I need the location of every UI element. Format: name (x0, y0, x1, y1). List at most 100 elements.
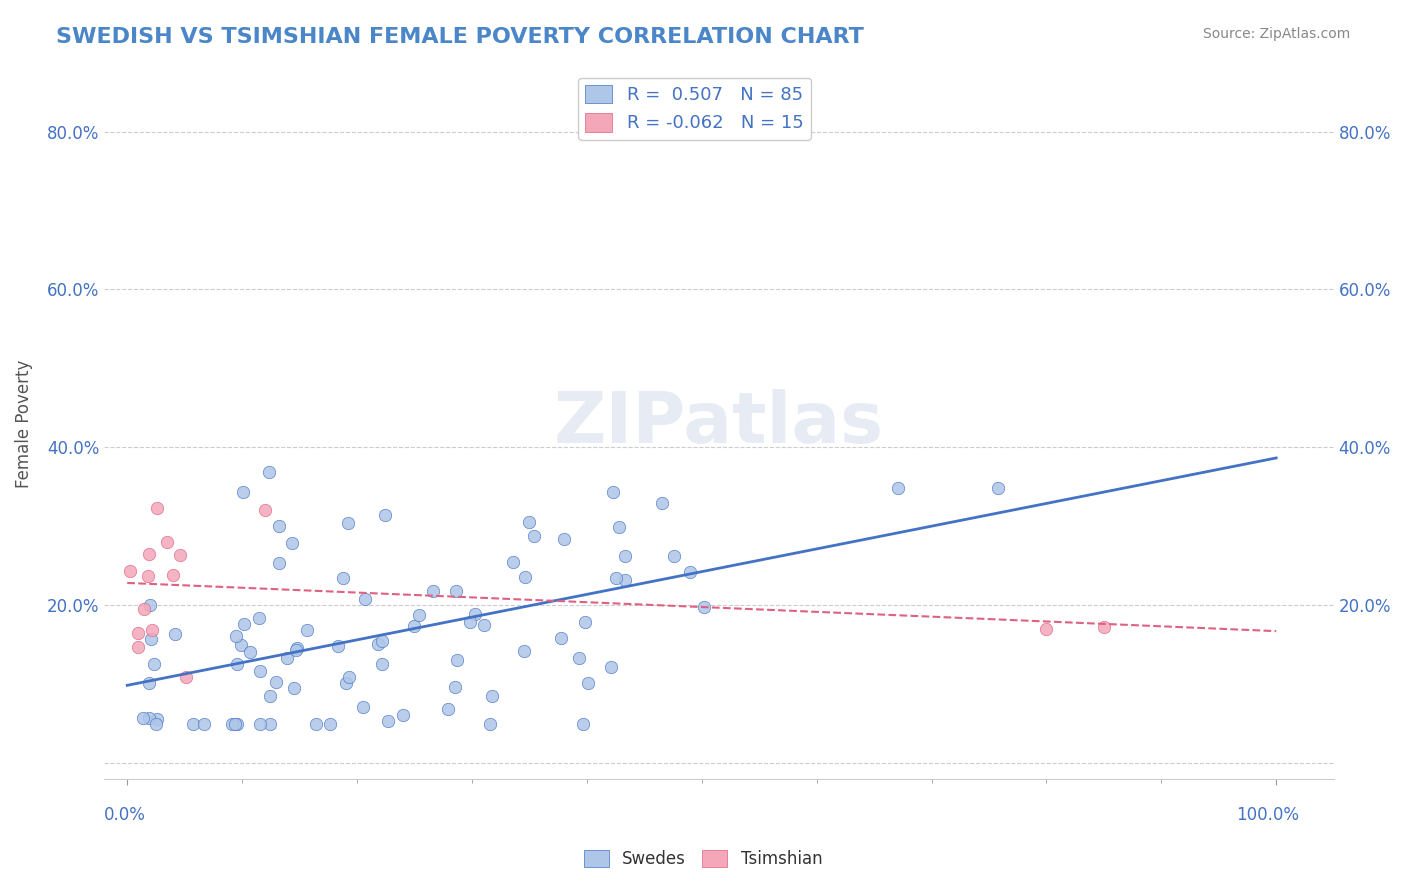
Point (267, 556, 290, 570)
Point (662, 549, 685, 564)
Point (229, 638, 252, 652)
Point (515, 570, 537, 584)
Point (422, 584, 444, 599)
Point (232, 485, 254, 500)
Point (408, 607, 430, 622)
Point (692, 600, 714, 615)
Point (225, 628, 247, 642)
Point (297, 623, 319, 637)
Point (613, 549, 636, 563)
Point (391, 707, 413, 722)
Point (145, 716, 167, 731)
Point (602, 485, 624, 500)
Point (138, 599, 160, 613)
Legend: Swedes, Tsimshian: Swedes, Tsimshian (576, 843, 830, 875)
Point (132, 601, 155, 615)
Point (367, 637, 389, 651)
Point (283, 681, 305, 696)
Point (517, 515, 540, 529)
Point (578, 676, 600, 690)
Point (568, 651, 591, 665)
Text: 100.0%: 100.0% (1236, 806, 1299, 824)
Point (352, 700, 374, 714)
Point (120, 564, 142, 578)
Point (259, 716, 281, 731)
Point (138, 711, 160, 725)
Point (281, 536, 304, 550)
Point (574, 615, 596, 629)
Text: Source: ZipAtlas.com: Source: ZipAtlas.com (1202, 27, 1350, 41)
Point (374, 508, 396, 522)
Point (332, 571, 354, 585)
Point (162, 568, 184, 582)
Point (444, 584, 467, 599)
Point (502, 555, 524, 569)
Point (276, 651, 298, 665)
Point (887, 481, 910, 495)
Point (613, 573, 636, 587)
Point (605, 571, 627, 585)
Point (651, 496, 673, 510)
Point (138, 547, 160, 561)
Point (319, 716, 342, 731)
Point (437, 702, 460, 716)
Point (464, 607, 486, 621)
Point (337, 670, 360, 684)
Point (174, 670, 197, 684)
Point (145, 501, 167, 516)
Point (1092, 620, 1115, 634)
Point (513, 644, 536, 658)
Point (1035, 622, 1057, 636)
Y-axis label: Female Poverty: Female Poverty (15, 359, 32, 488)
Point (259, 689, 281, 703)
Point (138, 675, 160, 690)
Point (249, 665, 271, 679)
Point (285, 640, 308, 655)
Point (141, 624, 163, 638)
Point (257, 466, 280, 480)
Point (142, 657, 165, 671)
Point (239, 645, 262, 659)
Point (127, 640, 149, 654)
Point (599, 660, 621, 674)
Point (127, 625, 149, 640)
Point (264, 675, 287, 690)
Point (305, 716, 328, 731)
Point (607, 520, 630, 534)
Point (550, 632, 572, 646)
Point (226, 657, 249, 672)
Point (335, 675, 357, 690)
Point (458, 615, 481, 629)
Point (402, 618, 425, 632)
Legend: R =  0.507   N = 85, R = -0.062   N = 15: R = 0.507 N = 85, R = -0.062 N = 15 (578, 78, 811, 140)
Point (444, 681, 467, 695)
Text: ZIPatlas: ZIPatlas (554, 389, 884, 458)
Point (336, 516, 359, 531)
Point (233, 617, 256, 632)
Point (371, 633, 394, 648)
Point (247, 611, 270, 625)
Point (284, 643, 307, 657)
Point (139, 632, 162, 646)
Point (156, 535, 179, 549)
Point (183, 716, 205, 731)
Point (169, 549, 191, 563)
Point (193, 716, 215, 731)
Point (481, 689, 503, 703)
Point (165, 627, 187, 641)
Point (146, 712, 169, 726)
Point (354, 591, 377, 606)
Point (553, 532, 575, 546)
Point (472, 618, 495, 632)
Point (224, 716, 246, 731)
Point (478, 716, 501, 731)
Point (572, 716, 595, 731)
Text: 0.0%: 0.0% (104, 806, 146, 824)
Point (446, 653, 468, 667)
Point (328, 639, 350, 653)
Point (221, 716, 243, 731)
Point (249, 716, 271, 731)
Point (523, 529, 546, 543)
Point (253, 503, 276, 517)
Point (132, 711, 155, 725)
